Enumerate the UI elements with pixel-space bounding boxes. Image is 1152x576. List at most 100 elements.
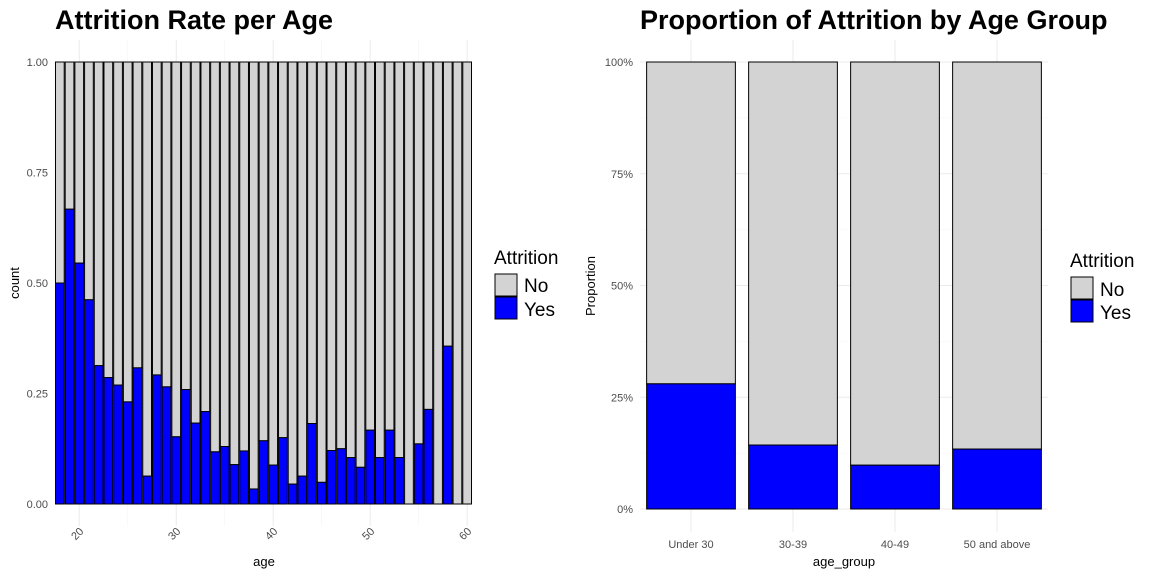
chart2-y-tick-label: 0% <box>617 504 633 516</box>
proportion-by-age-group-chart: 0% 25% 50% 75% 100% Under 30 30-39 40-49 50 and… <box>583 5 1134 569</box>
chart1-bar-no <box>103 61 114 379</box>
chart1-bar-yes <box>365 429 376 505</box>
chart1-bar-yes <box>355 466 366 505</box>
chart2-bar-no <box>748 61 838 446</box>
chart1-bar-no <box>442 61 453 347</box>
chart1-bar-yes <box>200 411 211 505</box>
chart1-x-tick-label: 30 <box>166 526 183 543</box>
chart1-bar-yes <box>316 481 327 505</box>
chart1-bar-no <box>355 61 366 468</box>
chart1-bar-no <box>239 61 249 452</box>
chart1-bar-yes <box>210 451 220 505</box>
chart2-legend-label-no: No <box>1100 280 1124 301</box>
chart1-bar-no <box>326 61 337 452</box>
chart1-bar-no <box>113 61 123 386</box>
chart2-bar-no <box>952 61 1042 450</box>
chart1-bar-yes <box>394 457 405 505</box>
chart1-bar-no <box>345 61 356 459</box>
chart1-y-tick-label: 0.50 <box>27 278 48 290</box>
chart1-bar-yes <box>54 282 65 505</box>
chart1-legend: Attrition No Yes <box>494 248 558 321</box>
chart1-y-tick-label: 0.00 <box>27 499 48 511</box>
chart1-bar-no <box>452 61 463 505</box>
chart1-bar-no <box>365 61 376 431</box>
chart1-y-tick-label: 0.25 <box>27 389 48 401</box>
chart1-bar-yes <box>239 450 249 505</box>
chart1-bar-no <box>210 61 220 453</box>
chart2-x-tick-label: 40-49 <box>881 539 909 551</box>
chart2-bar-yes <box>646 383 736 510</box>
chart1-bar-no <box>307 61 317 425</box>
chart1-bar-yes <box>103 377 114 505</box>
chart1-bar-no <box>132 61 143 369</box>
chart2-y-axis-label: Proportion <box>583 256 598 316</box>
chart1-bar-no <box>423 61 434 410</box>
chart1-bar-yes <box>258 440 269 505</box>
chart1-bar-no <box>74 61 85 264</box>
chart1-bar-yes <box>132 367 143 505</box>
chart1-bar-yes <box>278 437 288 505</box>
chart1-bar-no <box>336 61 346 450</box>
chart1-bar-no <box>287 61 298 485</box>
chart1-bar-yes <box>93 365 104 505</box>
chart2-bar-yes <box>748 444 838 510</box>
chart2-legend-label-yes: Yes <box>1100 303 1131 324</box>
chart1-bar-yes <box>297 475 308 505</box>
chart1-bar-yes <box>442 345 453 505</box>
chart1-bar-yes <box>142 475 152 505</box>
chart1-bar-no <box>248 61 259 490</box>
chart1-bar-no <box>375 61 385 459</box>
chart2-x-ticks: Under 30 30-39 40-49 50 and above <box>668 539 1030 551</box>
chart1-bar-no <box>229 61 240 466</box>
chart1-bar-no <box>394 61 405 459</box>
chart1-bar-yes <box>413 443 424 505</box>
chart1-bar-yes <box>375 457 385 505</box>
chart1-bar-yes <box>190 422 201 505</box>
chart1-bar-no <box>413 61 424 445</box>
chart1-bar-yes <box>248 488 259 505</box>
chart1-legend-label-yes: Yes <box>524 300 555 321</box>
chart1-bar-no <box>142 61 152 477</box>
chart2-bar-no <box>646 61 736 385</box>
attrition-rate-chart: 0.00 0.25 0.50 0.75 1.00 20 30 40 50 60 Attritio… <box>7 5 558 569</box>
chart1-bar-yes <box>268 464 279 505</box>
chart2-x-tick-label: 30-39 <box>779 539 807 551</box>
chart1-bar-no <box>258 61 269 442</box>
chart1-bar-yes <box>84 299 94 505</box>
chart2-y-ticks: 0% 25% 50% 75% 100% <box>605 57 633 516</box>
chart1-x-tick-label: 50 <box>360 526 377 543</box>
chart2-bar-no <box>850 61 940 466</box>
chart1-bars <box>54 61 473 505</box>
chart1-bar-yes <box>229 464 240 505</box>
chart1-bar-yes <box>181 389 191 505</box>
chart1-bar-yes <box>307 423 317 505</box>
chart1-x-tick-label: 40 <box>263 526 280 543</box>
chart1-bar-yes <box>287 483 298 505</box>
chart2-x-tick-label: Under 30 <box>668 539 713 551</box>
chart2-bars <box>646 61 1042 510</box>
chart1-legend-swatch-no <box>494 273 518 297</box>
chart1-bar-no <box>200 61 211 413</box>
chart2-y-tick-label: 100% <box>605 57 633 69</box>
chart1-bar-no <box>462 61 473 505</box>
chart1-bar-yes <box>345 457 356 505</box>
chart2-y-tick-label: 75% <box>611 169 633 181</box>
chart2-x-tick-label: 50 and above <box>964 539 1031 551</box>
chart2-legend-swatch-yes <box>1070 299 1094 323</box>
chart1-bar-yes <box>219 446 230 505</box>
chart1-x-axis-label: age <box>253 554 275 569</box>
chart1-bar-no <box>161 61 172 388</box>
chart2-legend-swatch-no <box>1070 276 1094 300</box>
chart1-bar-no <box>384 61 395 431</box>
chart1-bar-no <box>278 61 288 439</box>
chart1-legend-title: Attrition <box>494 248 558 269</box>
chart1-bar-yes <box>171 436 182 505</box>
chart1-y-axis-label: count <box>7 267 22 299</box>
chart1-bar-no <box>433 61 443 505</box>
chart1-bar-no <box>84 61 94 301</box>
chart1-bar-no <box>64 61 75 210</box>
chart2-bar-yes <box>850 464 940 510</box>
chart1-bar-yes <box>113 384 123 505</box>
chart1-bar-yes <box>64 208 75 505</box>
chart1-x-tick-label: 20 <box>69 526 86 543</box>
